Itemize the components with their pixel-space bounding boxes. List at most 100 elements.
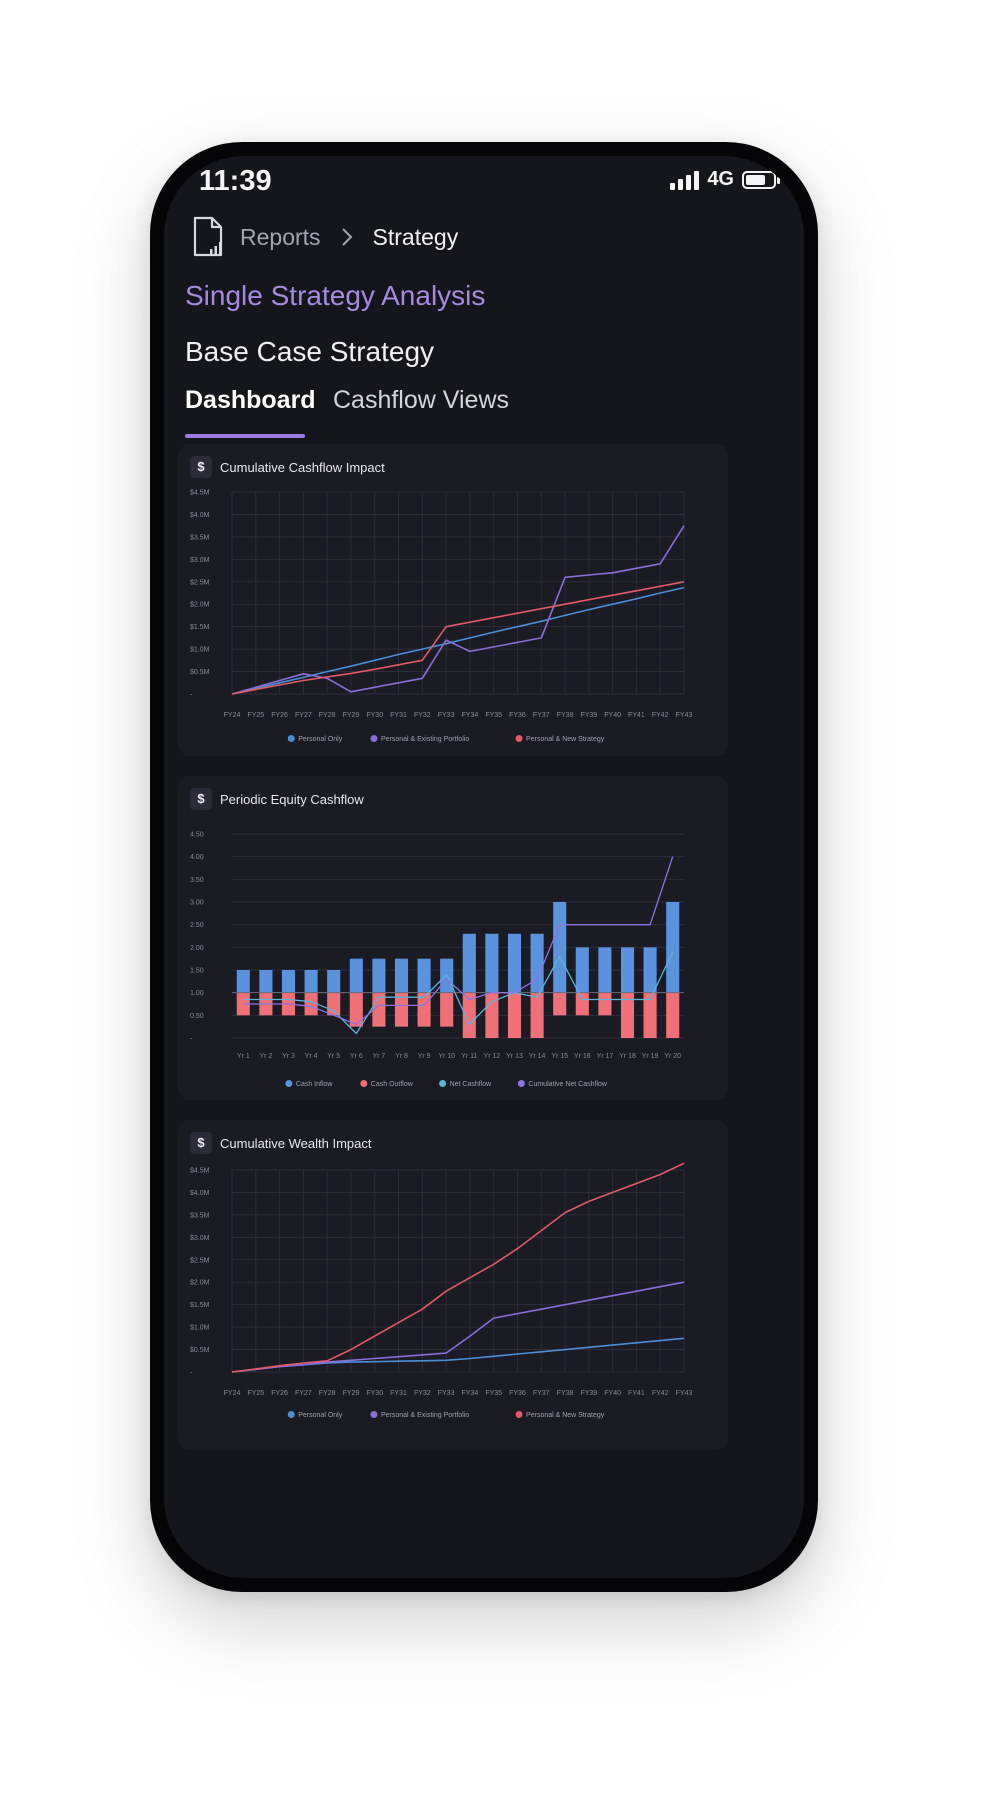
x-tick-label: Yr 9	[418, 1053, 431, 1060]
x-tick-label: Yr 8	[395, 1053, 408, 1060]
bar-cash-outflow	[462, 992, 476, 1038]
bar-cash-inflow	[281, 970, 296, 993]
x-tick-label: Yr 6	[350, 1053, 363, 1060]
bar-cash-outflow	[666, 992, 680, 1038]
card-periodic-equity-cashflow: 4.50 4.00 3.50 3.00 2.50 2.00 1.50 1.00 0.50 - Yr …	[178, 776, 728, 1100]
status-bar: 11:39 4G	[164, 156, 804, 204]
x-tick-label: Yr 17	[597, 1053, 614, 1060]
series-line-2	[231, 581, 685, 695]
bar-cash-inflow	[485, 933, 499, 993]
bar-cash-inflow	[575, 947, 589, 993]
series-line-2	[231, 1162, 685, 1373]
y-tick-label: $4.0M	[190, 1190, 210, 1197]
report-file-icon	[193, 216, 223, 257]
bar-cash-outflow	[327, 992, 341, 1016]
x-tick-label: FY32	[414, 1390, 431, 1397]
breadcrumb: Reports Strategy	[192, 212, 458, 262]
x-tick-label: FY41	[628, 1390, 645, 1397]
bar-cash-inflow	[259, 970, 273, 993]
y-tick-label: 2.50	[190, 922, 204, 929]
bar-cash-inflow	[394, 958, 409, 993]
strategy-name: Base Case Strategy	[185, 336, 435, 367]
x-tick-label: FY40	[604, 712, 621, 719]
y-tick-label: $1.5M	[190, 624, 210, 631]
x-tick-label: Yr 2	[259, 1053, 272, 1060]
x-tick-label: Yr 10	[438, 1053, 455, 1060]
status-icons: 4G	[670, 168, 780, 191]
bar-cash-outflow	[372, 992, 386, 1027]
signal-icon	[670, 170, 700, 190]
legend-label: Personal & Existing Portfolio	[381, 736, 469, 743]
bar-cash-outflow	[553, 992, 567, 1016]
bar-cash-outflow	[507, 992, 522, 1038]
card-title: Cumulative Wealth Impact	[220, 1135, 372, 1151]
x-tick-label: FY33	[438, 712, 455, 719]
y-tick-label: -	[190, 1036, 193, 1043]
x-tick-label: Yr 16	[574, 1053, 591, 1060]
bar-cash-outflow	[349, 992, 363, 1027]
x-tick-label: FY24	[224, 712, 241, 719]
x-tick-label: FY38	[557, 1390, 574, 1397]
legend-marker	[515, 735, 523, 742]
x-tick-label: FY27	[295, 1390, 312, 1397]
y-tick-label: $0.5M	[190, 1347, 210, 1354]
y-tick-label: $3.5M	[190, 534, 210, 541]
x-tick-label: FY30	[366, 1390, 383, 1397]
x-tick-label: Yr 13	[506, 1053, 523, 1060]
breadcrumb-reports[interactable]: Reports	[240, 223, 321, 250]
legend-label: Net Cashflow	[450, 1081, 493, 1088]
cumulative-wealth-chart: $4.5M $4.0M $3.5M $3.0M $2.5M $2.0M $1.5M $1.0M…	[190, 1162, 692, 1419]
bar-cash-inflow	[372, 958, 386, 993]
bar-cash-outflow	[304, 992, 318, 1016]
series-line-1	[231, 525, 685, 695]
x-tick-label: FY33	[438, 1390, 455, 1397]
card-title: Cumulative Cashflow Impact	[220, 459, 385, 475]
bar-cash-inflow	[598, 947, 612, 993]
y-tick-label: 1.50	[190, 968, 204, 975]
bar-cash-inflow	[417, 958, 431, 993]
periodic-equity-cashflow-chart: 4.50 4.00 3.50 3.00 2.50 2.00 1.50 1.00 0.50 - Yr …	[190, 832, 684, 1088]
x-tick-label: Yr 12	[484, 1053, 501, 1060]
card-header: $ Cumulative Cashflow Impact	[190, 456, 385, 478]
y-tick-label: $2.0M	[190, 602, 210, 609]
x-tick-label: FY38	[557, 712, 574, 719]
card-header: $ Cumulative Wealth Impact	[190, 1132, 372, 1154]
y-tick-label: $1.0M	[190, 1325, 210, 1332]
x-tick-label: FY29	[343, 1390, 360, 1397]
legend-label: Cash Inflow	[296, 1081, 334, 1088]
y-tick-label: $2.5M	[190, 579, 210, 586]
bar-cash-outflow	[530, 992, 544, 1038]
y-tick-label: $2.5M	[190, 1257, 210, 1264]
bar-cash-outflow	[485, 992, 499, 1038]
x-tick-label: Yr 3	[282, 1053, 295, 1060]
x-tick-label: FY31	[390, 1390, 407, 1397]
x-tick-label: Yr 18	[619, 1053, 636, 1060]
bar-cash-inflow	[507, 933, 522, 993]
legend-label: Personal Only	[298, 1412, 342, 1419]
y-tick-label: 3.50	[190, 877, 204, 884]
x-tick-label: FY36	[509, 1390, 526, 1397]
legend-marker	[360, 1080, 368, 1087]
x-tick-label: FY25	[247, 712, 264, 719]
dollar-icon: $	[190, 456, 212, 478]
y-tick-label: $1.0M	[190, 647, 210, 654]
network-type: 4G	[707, 168, 734, 190]
y-tick-label: $2.0M	[190, 1280, 210, 1287]
x-tick-label: FY40	[604, 1390, 621, 1397]
x-tick-label: FY35	[485, 712, 502, 719]
bar-cash-inflow	[643, 947, 657, 993]
tab-cashflow-views[interactable]: Cashflow Views	[333, 386, 510, 414]
x-tick-label: FY36	[509, 712, 526, 719]
breadcrumb-strategy: Strategy	[372, 223, 459, 250]
legend-label: Cumulative Net Cashflow	[528, 1081, 608, 1088]
x-tick-label: FY28	[319, 1390, 336, 1397]
y-tick-label: $1.5M	[190, 1302, 210, 1309]
tab-dashboard[interactable]: Dashboard	[185, 386, 316, 414]
x-tick-label: Yr 4	[305, 1053, 318, 1060]
x-tick-label: FY32	[414, 712, 431, 719]
bar-cash-inflow	[620, 947, 635, 993]
bar-cash-inflow	[553, 902, 567, 993]
dollar-icon: $	[190, 1132, 212, 1154]
x-tick-label: FY26	[271, 712, 288, 719]
phone-screen: 11:39 4G Reports Strategy	[164, 156, 804, 1578]
